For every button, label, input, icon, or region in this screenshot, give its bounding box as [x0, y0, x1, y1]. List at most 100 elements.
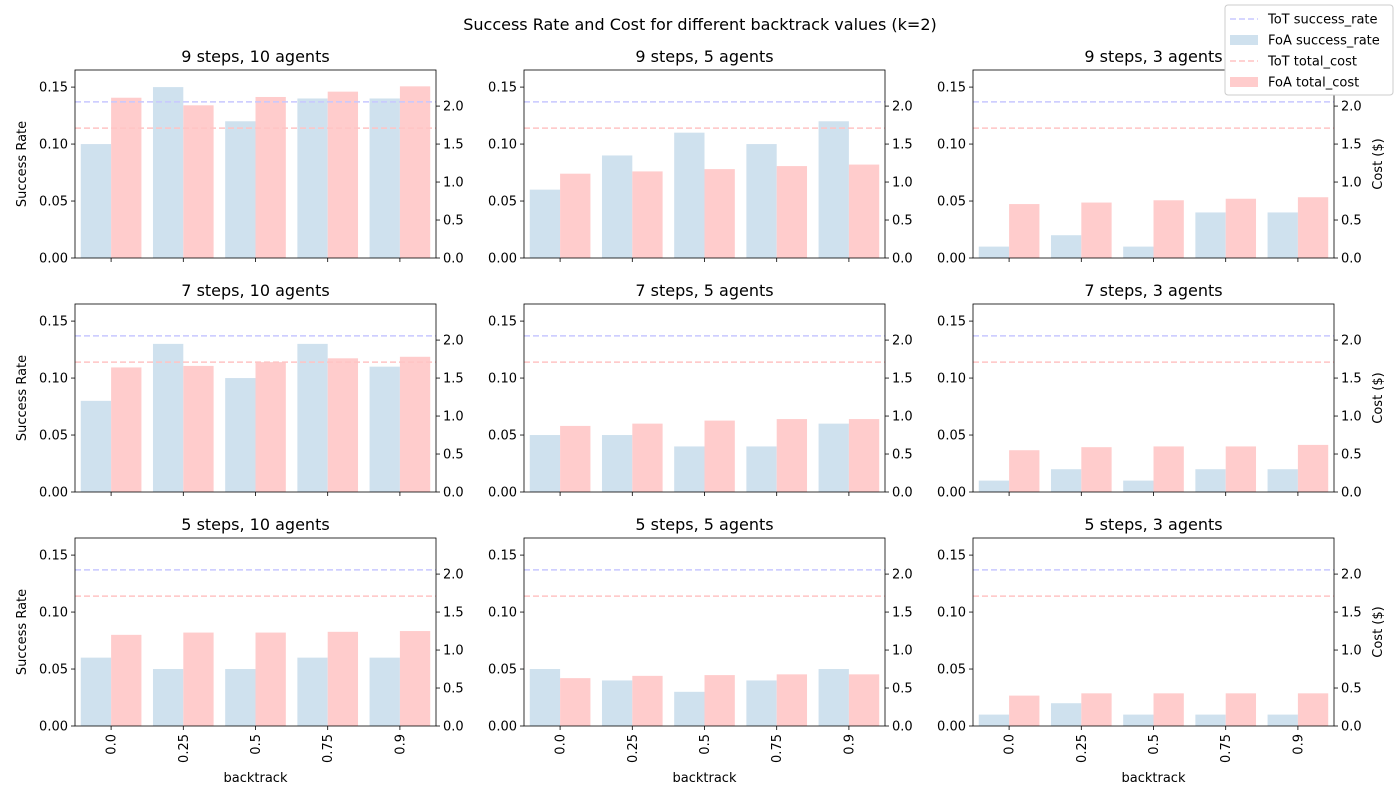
bar-foa-total-cost [1153, 693, 1184, 726]
panel-5: 7 steps, 5 agents 0.00 0.05 0.10 0.15 0.0 0.5 1… [488, 281, 913, 501]
bar-foa-success-rate [1267, 714, 1298, 726]
bar-foa-total-cost [255, 632, 286, 726]
y-tick-label-left: 0.05 [488, 429, 517, 444]
y-tick-label-right: 1.5 [1341, 606, 1362, 621]
bar-foa-success-rate [818, 121, 849, 258]
x-axis-label: backtrack [1122, 771, 1186, 786]
legend: ToT success_rate FoA success_rate ToT tota… [1224, 4, 1394, 96]
bar-foa-total-cost [848, 674, 880, 726]
panel-title: 7 steps, 3 agents [1084, 281, 1222, 300]
y-tick-label-right: 1.0 [1341, 410, 1362, 425]
y-tick-label-right: 1.0 [892, 176, 913, 191]
panel-9: 5 steps, 3 agents 0.00 0.05 0.10 0.15 0.0 0.5 1… [937, 515, 1386, 786]
panel-title: 5 steps, 5 agents [635, 515, 773, 534]
bar-foa-success-rate [1123, 246, 1154, 258]
y-tick-label-right: 0.0 [443, 720, 464, 735]
bar-foa-total-cost [848, 419, 880, 492]
bar-foa-success-rate [529, 435, 561, 492]
legend-swatch-bar [1230, 35, 1258, 45]
y-tick-label-left: 0.05 [937, 195, 966, 210]
bar-foa-total-cost [560, 678, 591, 726]
bar-foa-total-cost [111, 367, 142, 492]
bar-foa-total-cost [704, 675, 735, 726]
bar-foa-total-cost [1153, 446, 1184, 492]
y-tick-label-left: 0.15 [488, 81, 517, 96]
y-axis-label-left: Success Rate [15, 589, 30, 675]
y-tick-label-left: 0.15 [937, 81, 966, 96]
panel-title: 5 steps, 10 agents [181, 515, 329, 534]
y-axis-label-left: Success Rate [15, 355, 30, 441]
y-tick-label-right: 2.0 [1341, 568, 1362, 583]
y-tick-label-left: 0.10 [488, 372, 517, 387]
y-tick-label-left: 0.00 [937, 486, 966, 501]
legend-entry: FoA success_rate [1268, 34, 1380, 49]
bar-foa-success-rate [369, 98, 400, 258]
bar-foa-total-cost [1081, 447, 1112, 492]
bar-foa-success-rate [80, 657, 112, 726]
bar-foa-success-rate [225, 378, 256, 492]
bar-foa-total-cost [111, 97, 142, 258]
y-tick-label-right: 2.0 [892, 334, 913, 349]
bar-foa-success-rate [746, 680, 777, 726]
y-tick-label-right: 1.5 [443, 138, 464, 153]
y-tick-label-left: 0.10 [39, 138, 68, 153]
bar-foa-success-rate [1195, 469, 1226, 492]
y-tick-label-right: 0.5 [443, 214, 464, 229]
y-tick-label-right: 0.0 [443, 252, 464, 267]
y-tick-label-right: 0.0 [443, 486, 464, 501]
bar-foa-total-cost [183, 365, 214, 492]
y-tick-label-left: 0.00 [937, 252, 966, 267]
bar-foa-success-rate [1267, 212, 1298, 258]
y-tick-label-left: 0.05 [937, 663, 966, 678]
bar-foa-total-cost [1081, 202, 1112, 258]
y-tick-label-left: 0.15 [39, 81, 68, 96]
y-tick-label-right: 0.0 [892, 252, 913, 267]
y-tick-label-left: 0.15 [39, 315, 68, 330]
y-tick-label-left: 0.15 [937, 315, 966, 330]
y-tick-label-left: 0.05 [39, 429, 68, 444]
x-tick-label: 0.25 [1075, 734, 1090, 763]
panel-title: 7 steps, 5 agents [635, 281, 773, 300]
bar-foa-total-cost [327, 631, 359, 726]
y-tick-label-left: 0.00 [39, 252, 68, 267]
y-tick-label-right: 1.5 [892, 372, 913, 387]
legend-swatch-bar [1230, 77, 1258, 87]
x-axis-label: backtrack [224, 771, 288, 786]
bar-foa-success-rate [529, 669, 561, 726]
y-tick-label-left: 0.00 [488, 720, 517, 735]
y-tick-label-right: 1.0 [443, 410, 464, 425]
y-tick-label-right: 0.5 [892, 214, 913, 229]
y-tick-label-right: 1.5 [892, 138, 913, 153]
y-tick-label-right: 1.5 [443, 606, 464, 621]
x-tick-label: 0.5 [249, 734, 264, 755]
figure-title: Success Rate and Cost for different back… [463, 15, 937, 34]
legend-entry: FoA total_cost [1268, 76, 1359, 91]
y-tick-label-right: 2.0 [1341, 100, 1362, 115]
bar-foa-success-rate [80, 400, 112, 492]
x-tick-label: 0.0 [554, 734, 569, 755]
bar-foa-total-cost [255, 96, 286, 258]
bar-foa-total-cost [1225, 693, 1257, 726]
panel-3: 9 steps, 3 agents 0.00 0.05 0.10 0.15 0.0 0.5 1… [937, 47, 1386, 267]
bar-foa-total-cost [1009, 204, 1040, 258]
y-tick-label-right: 1.0 [892, 644, 913, 659]
x-tick-label: 0.0 [1003, 734, 1018, 755]
panel-6: 7 steps, 3 agents 0.00 0.05 0.10 0.15 0.0 0.5 1… [937, 281, 1386, 501]
bar-foa-total-cost [327, 358, 359, 492]
y-tick-label-right: 0.5 [443, 682, 464, 697]
bar-foa-total-cost [399, 356, 431, 492]
y-tick-label-right: 2.0 [1341, 334, 1362, 349]
bar-foa-success-rate [369, 657, 400, 726]
y-tick-label-left: 0.00 [39, 720, 68, 735]
bar-foa-success-rate [152, 87, 184, 258]
panel-title: 9 steps, 5 agents [635, 47, 773, 66]
y-tick-label-right: 0.5 [1341, 214, 1362, 229]
bar-foa-success-rate [1123, 480, 1154, 492]
bar-foa-total-cost [704, 169, 735, 258]
bar-foa-total-cost [1081, 693, 1112, 726]
bar-foa-success-rate [1267, 469, 1298, 492]
y-axis-label-right: Cost ($) [1371, 138, 1386, 189]
panel-title: 7 steps, 10 agents [181, 281, 329, 300]
bar-foa-total-cost [1009, 695, 1040, 726]
